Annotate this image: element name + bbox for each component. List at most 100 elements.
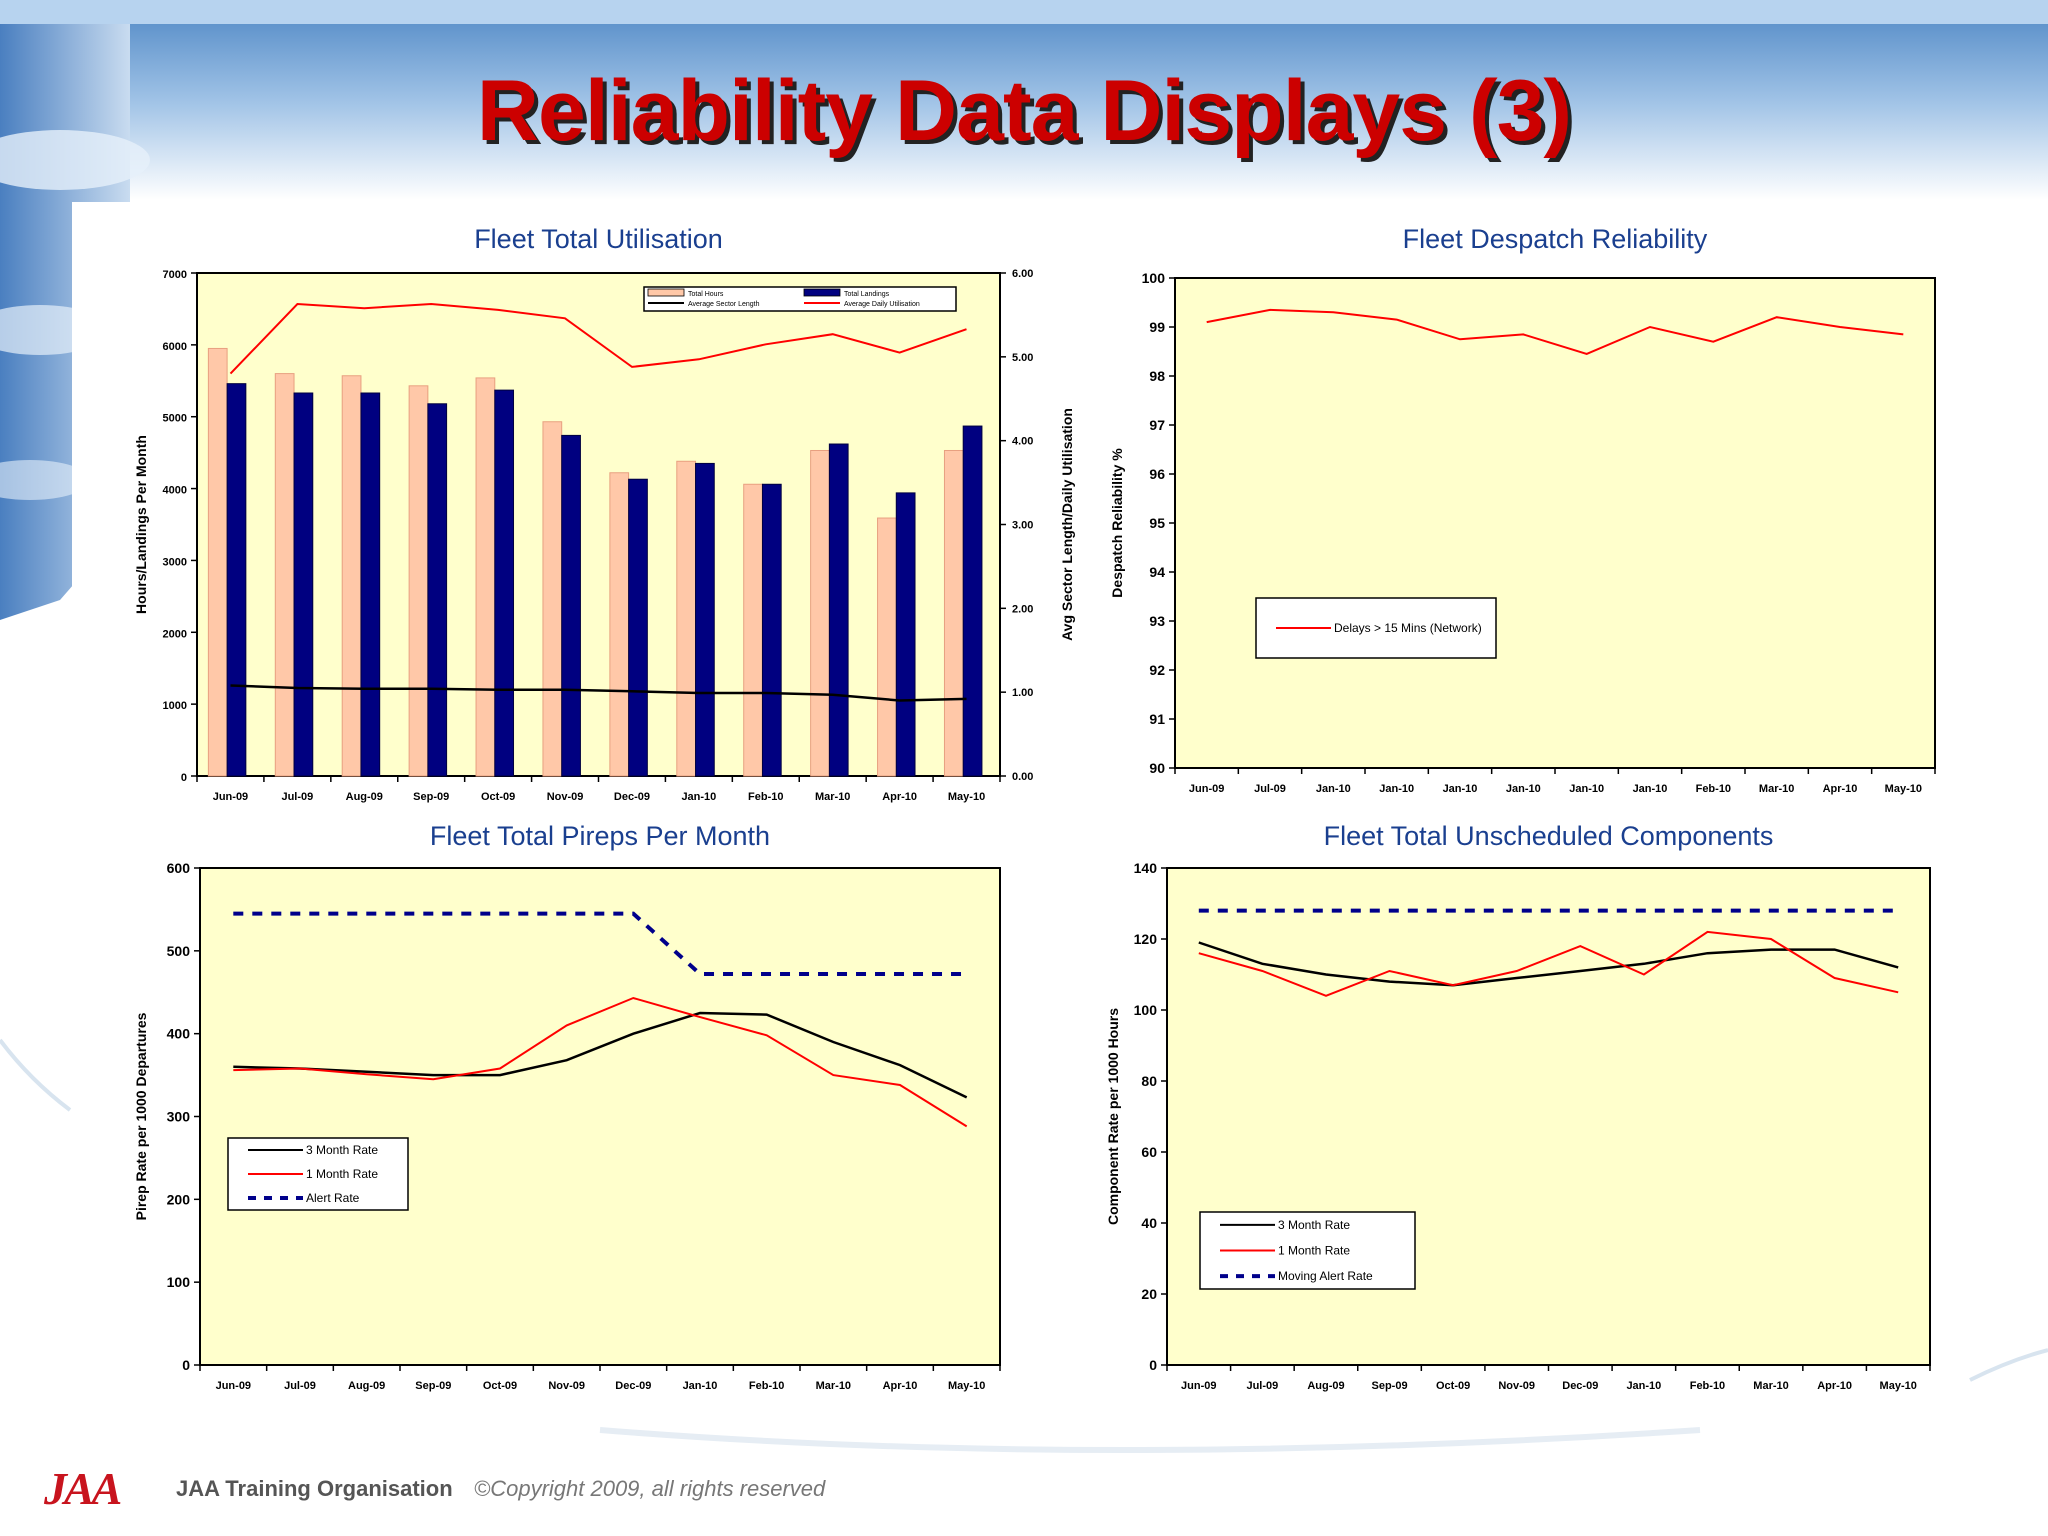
- legend-label: Moving Alert Rate: [1278, 1269, 1373, 1283]
- x-tick-label: May-10: [1880, 1380, 1917, 1392]
- series-line-1-month-rate: [1198, 930, 1899, 997]
- bar-total-hours: [877, 517, 897, 777]
- chart-legend: 3 Month Rate 1 Month Rate Moving Alert Rat…: [1199, 1211, 1416, 1290]
- bar-total-hours: [743, 483, 763, 777]
- y-tick-label: 3000: [163, 556, 187, 568]
- x-tick-label: Dec-09: [1562, 1380, 1598, 1392]
- chart-title: Fleet Total Pireps Per Month: [430, 821, 770, 851]
- x-tick-label: Dec-09: [614, 791, 650, 803]
- bar-total-landings: [293, 392, 314, 777]
- bar-total-hours: [542, 421, 563, 777]
- x-tick-label: Apr-10: [1823, 783, 1858, 795]
- x-tick-label: Sep-09: [413, 791, 449, 803]
- bar-total-landings: [828, 443, 849, 777]
- chart-title: Fleet Total Unscheduled Components: [1324, 821, 1774, 851]
- x-tick-label: Jun-09: [216, 1380, 251, 1392]
- legend-label: Average Daily Utilisation: [844, 301, 920, 308]
- y-tick-label: 400: [167, 1026, 191, 1042]
- x-tick-label: Nov-09: [548, 1380, 585, 1392]
- y-tick-label: 20: [1141, 1286, 1157, 1302]
- x-tick-label: Oct-09: [1436, 1380, 1470, 1392]
- legend-label: Total Landings: [844, 291, 890, 298]
- x-tick-label: Aug-09: [1307, 1380, 1344, 1392]
- bar-total-landings: [962, 425, 983, 777]
- x-tick-label: Jun-09: [1189, 783, 1224, 795]
- y2-tick-label: 5.00: [1012, 352, 1033, 364]
- footer: JAA JAA Training Organisation ©Copyright…: [44, 1462, 944, 1514]
- chart-legend: Delays > 15 Mins (Network): [1255, 597, 1497, 659]
- y-tick-label: 90: [1149, 760, 1165, 776]
- plot-area: [1166, 867, 1931, 1366]
- y-tick-label: 1000: [163, 700, 187, 712]
- bar-total-hours: [408, 385, 429, 777]
- y-tick-label: 94: [1149, 564, 1165, 580]
- y-tick-label: 98: [1149, 368, 1165, 384]
- legend-swatch: [803, 288, 841, 297]
- x-tick-label: Oct-09: [481, 791, 515, 803]
- y-tick-label: 7000: [163, 269, 187, 281]
- x-tick-label: Apr-10: [1817, 1380, 1852, 1392]
- y-tick-label: 0: [1149, 1357, 1157, 1373]
- y2-tick-label: 2.00: [1012, 603, 1033, 615]
- legend-label: 3 Month Rate: [1278, 1218, 1350, 1232]
- x-tick-label: Jan-10: [683, 1380, 718, 1392]
- y-tick-label: 500: [167, 943, 191, 959]
- bar-total-hours: [475, 377, 496, 777]
- x-tick-label: Jun-09: [1181, 1380, 1216, 1392]
- legend-label: Alert Rate: [306, 1191, 360, 1205]
- x-tick-label: Jan-10: [1626, 1380, 1661, 1392]
- plot-area: [196, 272, 1001, 777]
- x-tick-label: Jul-09: [284, 1380, 316, 1392]
- y-tick-label: 6000: [163, 341, 187, 353]
- y-tick-label: 140: [1134, 860, 1158, 876]
- y2-axis-label: Avg Sector Length/Daily Utilisation: [1059, 408, 1075, 641]
- y-tick-label: 99: [1149, 319, 1165, 335]
- bar-total-landings: [895, 492, 916, 777]
- y-tick-label: 600: [167, 860, 191, 876]
- x-tick-label: Aug-09: [348, 1380, 385, 1392]
- x-tick-label: Jan-10: [1379, 783, 1414, 795]
- x-tick-label: Sep-09: [415, 1380, 451, 1392]
- chart-legend: 3 Month Rate 1 Month Rate Alert Rate: [227, 1137, 409, 1211]
- x-tick-label: Mar-10: [816, 1380, 851, 1392]
- bar-total-hours: [341, 375, 362, 777]
- footer-copyright: ©Copyright 2009, all rights reserved: [474, 1476, 826, 1501]
- x-tick-label: May-10: [1885, 783, 1922, 795]
- x-tick-label: Jul-09: [1254, 783, 1286, 795]
- x-tick-label: Feb-10: [749, 1380, 784, 1392]
- bar-total-hours: [943, 449, 964, 777]
- y-tick-label: 60: [1141, 1144, 1157, 1160]
- x-tick-label: Jan-10: [1569, 783, 1604, 795]
- y-tick-label: 300: [167, 1109, 191, 1125]
- series-line-average-sector-length: [230, 684, 967, 702]
- y2-tick-label: 0.00: [1012, 771, 1033, 783]
- legend-label: 1 Month Rate: [1278, 1244, 1350, 1258]
- x-tick-label: Apr-10: [882, 791, 917, 803]
- y-tick-label: 100: [1134, 1002, 1158, 1018]
- x-tick-label: Jun-09: [213, 791, 248, 803]
- y2-tick-label: 6.00: [1012, 268, 1033, 280]
- x-tick-label: Jan-10: [1316, 783, 1351, 795]
- y-tick-label: 100: [1142, 270, 1166, 286]
- y-tick-label: 93: [1149, 613, 1165, 629]
- y2-tick-label: 3.00: [1012, 520, 1033, 532]
- legend-label: 3 Month Rate: [306, 1143, 378, 1157]
- x-tick-label: Jan-10: [1443, 783, 1478, 795]
- bar-total-landings: [695, 462, 715, 777]
- x-tick-label: Nov-09: [547, 791, 584, 803]
- slide-title: Reliability Data Displays (3): [476, 63, 1572, 159]
- bar-total-landings: [360, 392, 381, 777]
- bar-total-hours: [676, 460, 697, 777]
- y-tick-label: 91: [1149, 711, 1165, 727]
- bar-total-landings: [494, 389, 515, 777]
- legend-label: Delays > 15 Mins (Network): [1334, 621, 1482, 635]
- bar-total-landings: [427, 403, 448, 777]
- legend-box: [643, 286, 957, 312]
- footer-org: JAA Training Organisation: [176, 1476, 453, 1501]
- y-tick-label: 96: [1149, 466, 1165, 482]
- x-tick-label: Feb-10: [748, 791, 783, 803]
- series-line-alert-rate: [233, 911, 967, 976]
- y-tick-label: 2000: [163, 628, 187, 640]
- y-tick-label: 40: [1141, 1215, 1157, 1231]
